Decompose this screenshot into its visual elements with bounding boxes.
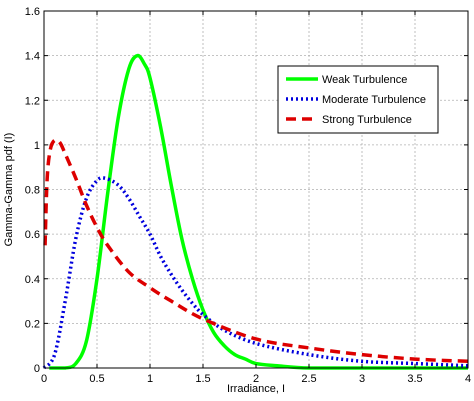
x-tick-label: 2 bbox=[253, 373, 259, 385]
y-tick-label: 1.2 bbox=[25, 95, 40, 107]
y-tick-label: 0.4 bbox=[25, 274, 40, 286]
y-tick-label: 0.2 bbox=[25, 318, 40, 330]
y-tick-label: 0 bbox=[34, 363, 40, 375]
legend: Weak Turbulence Moderate Turbulence Strong… bbox=[277, 65, 439, 134]
x-tick-label: 3 bbox=[359, 373, 365, 385]
y-tick-label: 1.4 bbox=[25, 51, 40, 63]
x-tick-label: 2.5 bbox=[301, 373, 316, 385]
y-axis-title: Gamma-Gamma pdf (I) bbox=[3, 133, 15, 247]
legend-label-2: Moderate Turbulence bbox=[322, 94, 426, 106]
legend-box bbox=[277, 65, 439, 134]
legend-label-3: Strong Turbulence bbox=[322, 114, 412, 126]
x-tick-label: 1 bbox=[147, 373, 153, 385]
y-tick-label: 0.6 bbox=[25, 229, 40, 241]
x-tick-label: 0.5 bbox=[89, 373, 104, 385]
ticks: 0 0.5 1 1.5 2 2.5 3 3.5 4 0 0.2 0.4 0.6 0.8 1 1.2 1.4 1.6 bbox=[25, 6, 471, 385]
x-tick-label: 1.5 bbox=[195, 373, 210, 385]
y-tick-label: 1 bbox=[34, 140, 40, 152]
y-tick-label: 0.8 bbox=[25, 185, 40, 197]
x-axis-title: Irradiance, I bbox=[227, 383, 285, 395]
series-line-1 bbox=[49, 53, 468, 370]
x-tick-label: 3.5 bbox=[407, 373, 422, 385]
series-layer bbox=[42, 53, 469, 370]
series-line-3 bbox=[43, 138, 469, 364]
x-tick-label: 0 bbox=[41, 373, 47, 385]
x-tick-label: 4 bbox=[465, 373, 471, 385]
y-tick-label: 1.6 bbox=[25, 6, 40, 18]
legend-label-1: Weak Turbulence bbox=[322, 74, 407, 86]
